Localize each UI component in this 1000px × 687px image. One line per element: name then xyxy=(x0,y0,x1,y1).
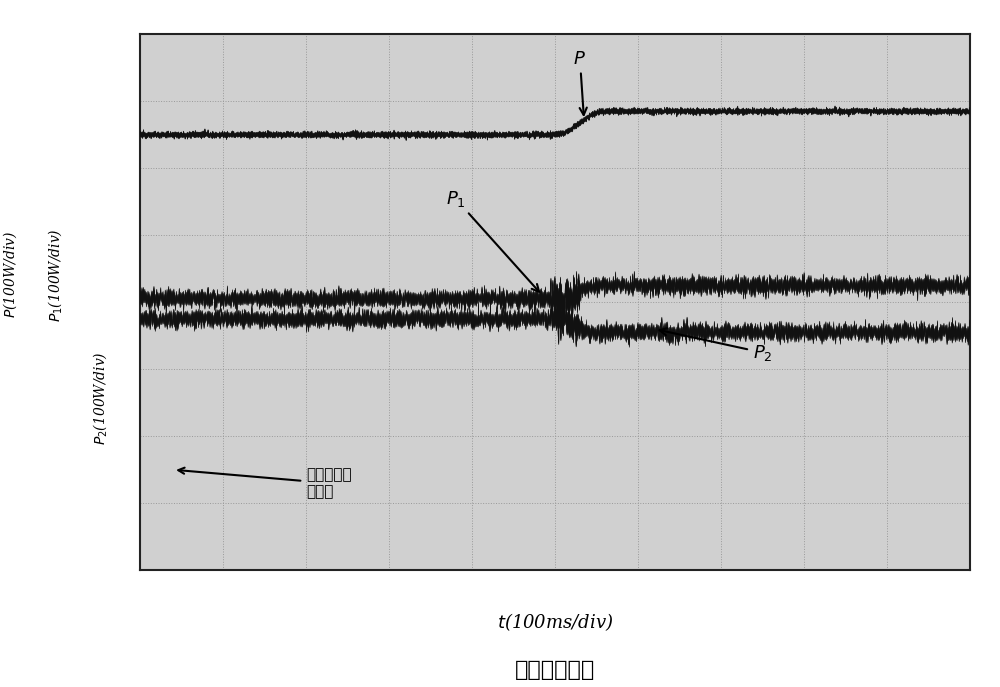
Text: $P_1$: $P_1$ xyxy=(446,188,539,292)
Text: $t$(100ms/div): $t$(100ms/div) xyxy=(497,611,613,633)
Text: $P$(100W/div): $P$(100W/div) xyxy=(1,232,19,318)
Text: $P_1$(100W/div): $P_1$(100W/div) xyxy=(46,228,64,322)
Text: $P$: $P$ xyxy=(573,50,587,115)
Text: 参考（传输
功率）: 参考（传输 功率） xyxy=(178,467,352,499)
Text: $P_2$(100W/div): $P_2$(100W/div) xyxy=(91,352,109,445)
Text: 功率平衡控制: 功率平衡控制 xyxy=(515,660,595,680)
Text: $P_2$: $P_2$ xyxy=(660,328,772,363)
